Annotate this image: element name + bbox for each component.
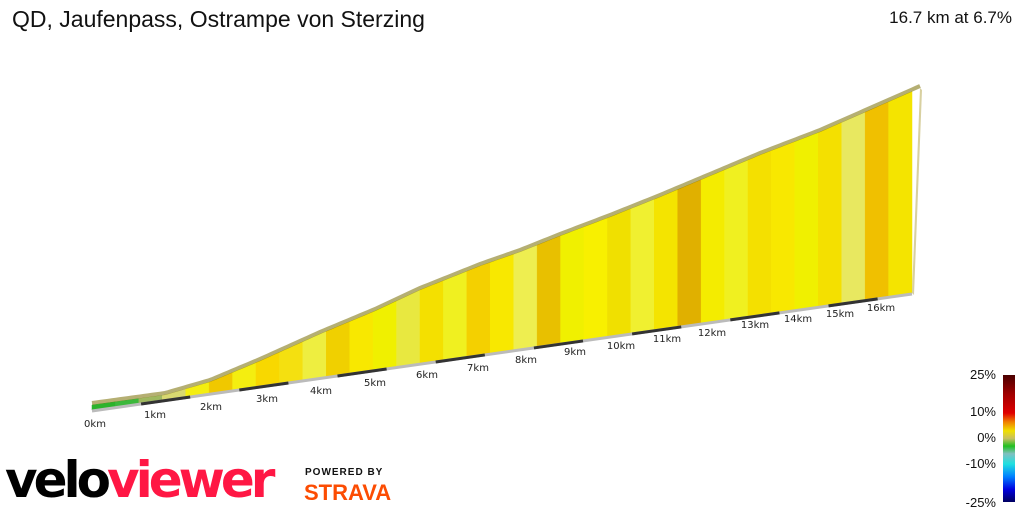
- km-label: 13km: [741, 320, 769, 331]
- profile-segment: [513, 244, 538, 351]
- km-label: 9km: [564, 347, 586, 358]
- profile-segment: [443, 270, 468, 361]
- legend-label-10: 10%: [969, 404, 996, 419]
- profile-segment: [372, 300, 397, 371]
- elevation-profile: 0km 1km 2km 3km 4km 5km 6km 7km 8km 9km 10km 11km 12…: [84, 84, 922, 430]
- profile-segment: [888, 91, 913, 297]
- profile-segment: [700, 169, 725, 324]
- profile-segment: [794, 132, 819, 311]
- profile-segment: [841, 111, 866, 304]
- profile-segment: [818, 122, 842, 307]
- km-label: 2km: [200, 402, 222, 413]
- profile-segment: [677, 179, 702, 327]
- profile-side: [912, 88, 922, 295]
- km-label: 8km: [515, 355, 537, 366]
- profile-segment: [466, 262, 491, 357]
- profile-segment: [724, 159, 749, 321]
- km-marker: [140, 395, 191, 406]
- km-marker: [631, 325, 682, 336]
- km-marker: [730, 311, 780, 322]
- powered-by-label: POWERED BY: [305, 467, 384, 478]
- km-label: 12km: [698, 328, 726, 339]
- km-marker: [239, 381, 289, 392]
- km-label: 7km: [467, 363, 489, 374]
- km-label: 4km: [310, 386, 332, 397]
- legend-label-min: -25%: [965, 495, 996, 510]
- climb-summary: 16.7 km at 6.7%: [889, 8, 1012, 27]
- km-label: 1km: [144, 410, 166, 421]
- profile-rim: [91, 84, 921, 405]
- km-label: 3km: [256, 394, 278, 405]
- km-label: 10km: [607, 341, 635, 352]
- gradient-color-scale: [1003, 375, 1015, 502]
- km-marker: [435, 353, 486, 364]
- km-label: 16km: [867, 303, 895, 314]
- profile-segment: [864, 101, 889, 300]
- km-label: 14km: [784, 314, 812, 325]
- km-label: 0km: [84, 419, 106, 430]
- legend-label-max: 25%: [969, 367, 996, 382]
- km-label: 6km: [416, 370, 438, 381]
- profile-segment: [560, 226, 585, 344]
- km-label: 11km: [653, 334, 681, 345]
- profile-segment: [607, 208, 632, 337]
- profile-segment: [583, 217, 608, 341]
- profile-segment: [654, 189, 678, 331]
- legend-label-neg10: -10%: [965, 456, 996, 471]
- profile-segment: [747, 150, 772, 317]
- km-marker: [828, 297, 878, 308]
- km-marker: [533, 339, 584, 350]
- profile-segment: [349, 311, 374, 374]
- profile-segment: [771, 141, 796, 314]
- profile-segment: [536, 235, 561, 347]
- km-label: 5km: [364, 378, 386, 389]
- profile-segment: [419, 280, 444, 364]
- veloviewer-logo: veloviewer: [5, 451, 275, 509]
- profile-segment: [396, 289, 421, 367]
- km-label: 15km: [826, 309, 854, 320]
- profile-segment: [630, 198, 655, 334]
- strava-logo: STRAVA: [304, 480, 392, 505]
- legend-label-0: 0%: [977, 430, 996, 445]
- page-title: QD, Jaufenpass, Ostrampe von Sterzing: [12, 6, 425, 32]
- km-marker: [337, 367, 387, 378]
- profile-segment: [490, 253, 514, 354]
